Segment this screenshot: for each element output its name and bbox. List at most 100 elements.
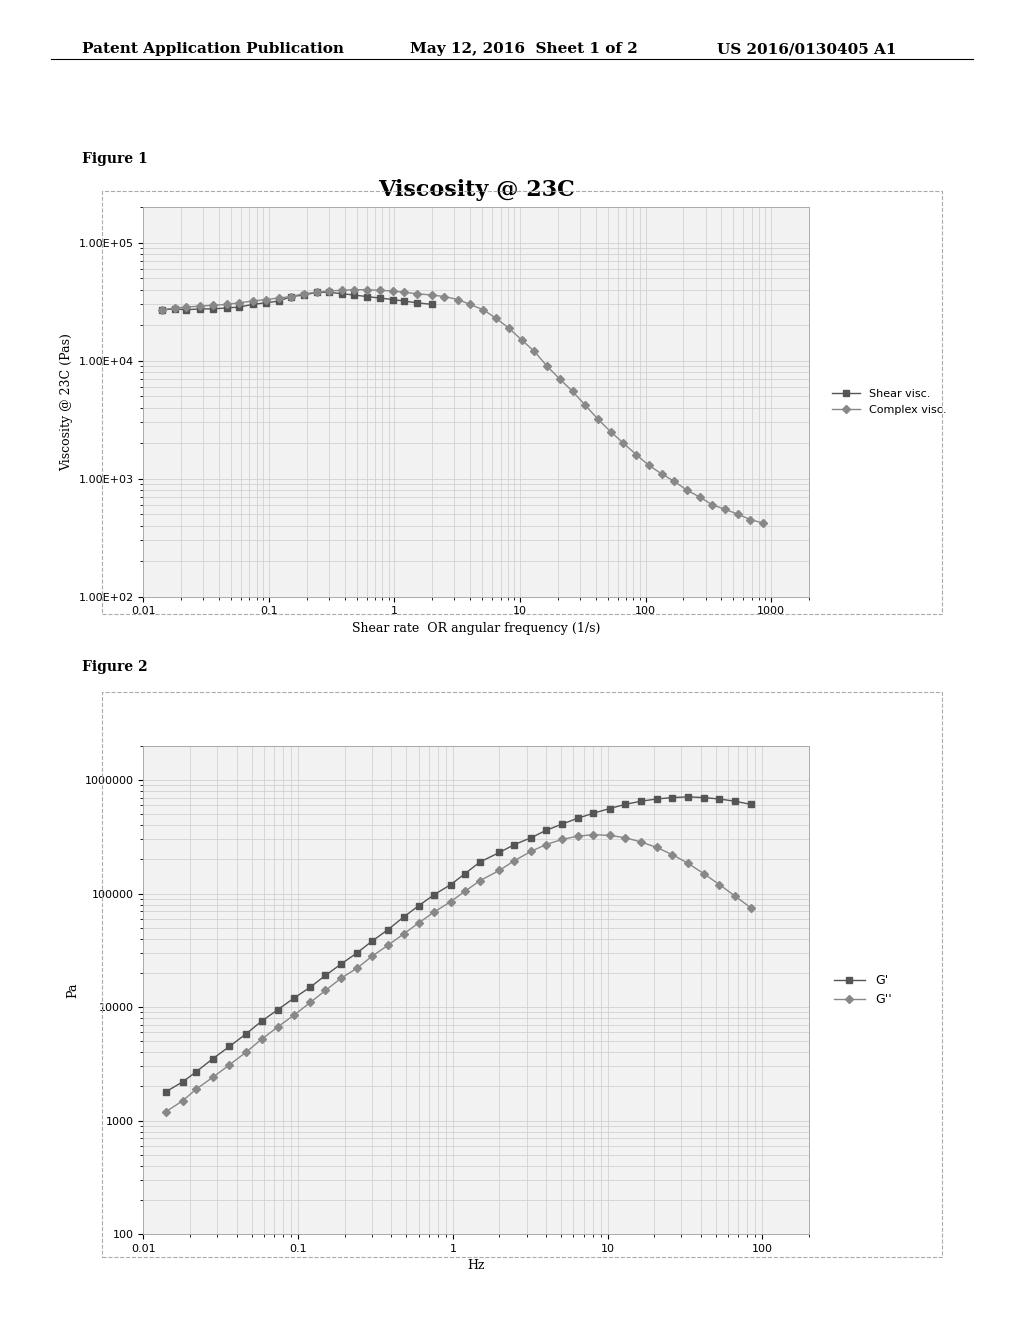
Complex visc. xyxy=(503,319,515,335)
G'' xyxy=(474,873,486,888)
G' xyxy=(744,796,757,812)
G'' xyxy=(603,828,615,843)
Shear visc. xyxy=(259,294,271,310)
Complex visc. xyxy=(452,292,464,308)
Complex visc. xyxy=(169,300,181,315)
Complex visc. xyxy=(323,282,335,298)
G'' xyxy=(190,1081,203,1097)
Shear visc. xyxy=(387,292,399,308)
Complex visc. xyxy=(285,289,297,305)
G'' xyxy=(335,970,347,986)
G' xyxy=(397,909,410,925)
Complex visc. xyxy=(426,288,438,304)
Complex visc. xyxy=(707,496,719,512)
G'' xyxy=(223,1057,236,1073)
G'' xyxy=(650,840,663,855)
Line: G': G' xyxy=(163,795,754,1094)
Complex visc. xyxy=(156,302,168,318)
G'' xyxy=(459,883,471,899)
G' xyxy=(382,921,394,937)
G' xyxy=(444,876,457,892)
Complex visc. xyxy=(194,298,206,314)
G' xyxy=(319,968,332,983)
G'' xyxy=(697,866,710,882)
Y-axis label: Viscosity @ 23C (Pas): Viscosity @ 23C (Pas) xyxy=(60,333,73,471)
Shear visc. xyxy=(233,300,246,315)
Complex visc. xyxy=(374,282,386,298)
G'' xyxy=(207,1069,219,1085)
Text: May 12, 2016  Sheet 1 of 2: May 12, 2016 Sheet 1 of 2 xyxy=(410,42,637,57)
G'' xyxy=(366,948,378,964)
Complex visc. xyxy=(592,411,604,426)
Text: Figure 2: Figure 2 xyxy=(82,660,147,675)
G' xyxy=(474,854,486,870)
G' xyxy=(556,816,568,832)
Complex visc. xyxy=(655,466,668,482)
Complex visc. xyxy=(617,436,630,451)
G' xyxy=(540,822,552,838)
G' xyxy=(428,887,440,903)
G' xyxy=(508,837,520,853)
G' xyxy=(667,789,679,805)
Complex visc. xyxy=(566,383,579,399)
Complex visc. xyxy=(477,302,489,318)
G'' xyxy=(397,927,410,942)
G'' xyxy=(635,834,647,850)
Shear visc. xyxy=(247,297,259,313)
G' xyxy=(240,1026,252,1041)
Shear visc. xyxy=(272,293,285,309)
Complex visc. xyxy=(579,397,591,413)
G'' xyxy=(667,846,679,862)
Complex visc. xyxy=(438,289,451,305)
G'' xyxy=(319,982,332,998)
Complex visc. xyxy=(630,446,642,462)
G' xyxy=(650,791,663,807)
G'' xyxy=(556,832,568,847)
G'' xyxy=(525,843,538,859)
G' xyxy=(177,1074,189,1090)
Complex visc. xyxy=(360,281,373,297)
Complex visc. xyxy=(348,281,360,297)
Complex visc. xyxy=(731,507,743,523)
Complex visc. xyxy=(554,371,566,387)
Shear visc. xyxy=(336,285,348,301)
Title: Viscosity @ 23C: Viscosity @ 23C xyxy=(378,180,574,201)
G' xyxy=(603,801,615,817)
Complex visc. xyxy=(464,297,476,313)
Shear visc. xyxy=(180,302,193,318)
X-axis label: Shear rate  OR angular frequency (1/s): Shear rate OR angular frequency (1/s) xyxy=(352,622,600,635)
Complex visc. xyxy=(272,290,285,306)
G'' xyxy=(351,960,364,975)
G' xyxy=(351,945,364,961)
G'' xyxy=(160,1104,172,1119)
G' xyxy=(335,956,347,972)
Legend: Shear visc., Complex visc.: Shear visc., Complex visc. xyxy=(827,384,951,420)
Complex visc. xyxy=(233,294,246,310)
G'' xyxy=(620,830,632,846)
Complex visc. xyxy=(259,292,271,308)
Complex visc. xyxy=(298,285,310,301)
Complex visc. xyxy=(604,424,616,440)
Complex visc. xyxy=(387,282,399,298)
Text: Figure 1: Figure 1 xyxy=(82,152,147,166)
G'' xyxy=(571,828,584,843)
G' xyxy=(697,789,710,805)
G' xyxy=(620,796,632,812)
G' xyxy=(635,793,647,809)
Complex visc. xyxy=(207,297,219,313)
G' xyxy=(413,898,425,913)
Line: Shear visc.: Shear visc. xyxy=(159,289,435,313)
G' xyxy=(459,866,471,882)
Text: Patent Application Publication: Patent Application Publication xyxy=(82,42,344,57)
Line: G'': G'' xyxy=(163,832,754,1114)
G'' xyxy=(588,826,600,842)
G' xyxy=(588,805,600,821)
Complex visc. xyxy=(744,512,757,528)
G'' xyxy=(413,915,425,931)
G'' xyxy=(540,837,552,853)
Shear visc. xyxy=(285,289,297,305)
G'' xyxy=(271,1019,284,1035)
Complex visc. xyxy=(515,333,527,348)
Y-axis label: Pa: Pa xyxy=(67,982,79,998)
Complex visc. xyxy=(180,300,193,315)
